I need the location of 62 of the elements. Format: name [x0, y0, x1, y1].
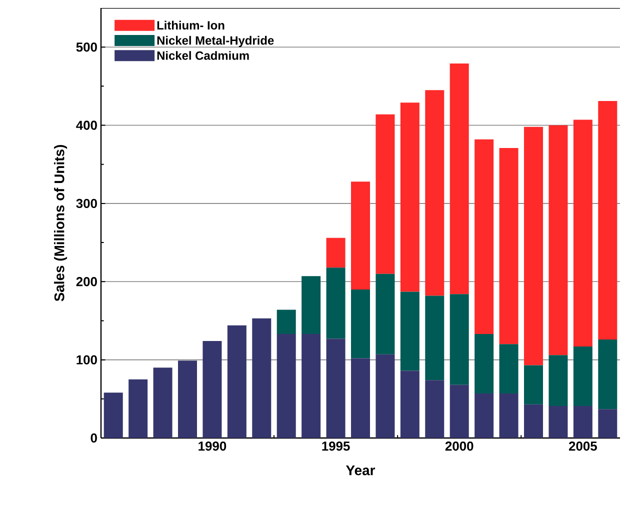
bar	[400, 292, 420, 371]
bar	[450, 64, 469, 294]
bar	[326, 268, 346, 339]
bar	[252, 318, 272, 438]
bar	[499, 393, 518, 438]
bar	[450, 384, 469, 438]
bar	[474, 393, 494, 438]
y-tick-label: 100	[76, 355, 97, 364]
bar	[302, 276, 321, 334]
bar	[524, 404, 544, 438]
bar	[425, 90, 444, 296]
bar	[548, 125, 568, 356]
legend-label: Lithium- Ion	[157, 20, 224, 30]
bar	[351, 182, 370, 290]
bar	[548, 355, 568, 406]
bar	[474, 139, 494, 334]
bar	[573, 120, 592, 347]
x-axis-title: Year	[346, 466, 376, 476]
bar	[276, 334, 296, 438]
bar	[524, 365, 544, 404]
x-tick-label: 2005	[568, 442, 597, 451]
y-axis-title: Sales (Millions of Units)	[54, 145, 68, 302]
bar	[598, 101, 618, 340]
bar	[400, 102, 420, 292]
legend-label: Nickel Metal-Hydride	[157, 36, 274, 48]
bar	[499, 344, 518, 394]
bar	[425, 296, 444, 380]
bar	[376, 274, 395, 354]
bar	[351, 358, 370, 438]
bar	[276, 310, 296, 334]
bar	[376, 114, 395, 274]
bar	[474, 334, 494, 394]
y-tick-label: 300	[76, 198, 97, 208]
x-tick-label: 1990	[198, 442, 226, 451]
bar	[598, 339, 618, 410]
bar	[227, 325, 246, 438]
bar	[598, 409, 618, 438]
y-tick-label: 400	[76, 120, 97, 130]
bar	[376, 354, 395, 438]
x-tick-label: 1995	[322, 442, 350, 451]
bar	[425, 380, 444, 438]
bar	[153, 368, 172, 438]
bar	[573, 406, 592, 438]
bar	[548, 406, 568, 438]
legend-label: Nickel Cadmium	[157, 51, 249, 60]
y-tick-label: 200	[76, 277, 97, 286]
bar	[351, 289, 370, 358]
bar	[326, 238, 346, 268]
bar	[400, 370, 420, 438]
bar	[178, 360, 197, 438]
bar	[302, 334, 321, 438]
y-tick-label: 0	[90, 433, 97, 443]
bar	[524, 126, 544, 366]
bar	[202, 341, 222, 438]
bar	[104, 392, 123, 438]
bar	[450, 294, 469, 385]
bar	[326, 338, 346, 438]
x-tick-label: 2000	[445, 442, 474, 451]
y-tick-label: 500	[76, 42, 97, 52]
bar	[499, 148, 518, 344]
bar	[128, 379, 148, 438]
bar	[573, 346, 592, 406]
